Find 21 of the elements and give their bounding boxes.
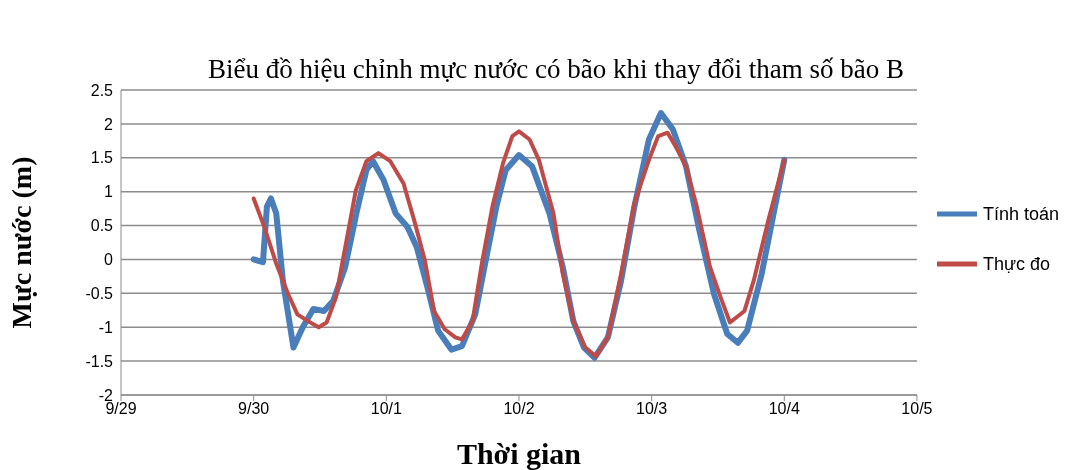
y-tick-label: -0.5 (85, 285, 114, 303)
legend-label: Thực đo (982, 253, 1051, 276)
x-axis-title: Thời gian (456, 437, 582, 470)
y-axis-title: Mực nước (m) (5, 156, 37, 329)
x-tick-label: 10/5 (901, 400, 933, 418)
chart-title: Biểu đồ hiệu chỉnh mực nước có bão khi thay đổi tham số bão B (208, 54, 904, 84)
legend-label: Tính toán (982, 203, 1059, 226)
y-tick-label: 0.5 (90, 217, 114, 235)
x-tick-label: 10/3 (636, 400, 668, 418)
y-tick-label: 0 (104, 251, 114, 269)
y-tick-label: 1.5 (90, 149, 114, 167)
y-tick-label: 2 (104, 115, 114, 133)
x-tick-label: 10/4 (768, 400, 800, 418)
x-tick-label: 10/2 (503, 400, 535, 418)
y-tick-label: 1 (104, 183, 114, 201)
y-tick-label: -1 (98, 318, 114, 336)
y-tick-label: 2.5 (90, 81, 114, 99)
y-tick-label: -1.5 (85, 352, 114, 370)
x-tick-label: 9/29 (105, 400, 137, 418)
x-tick-label: 10/1 (370, 400, 402, 418)
x-tick-label: 9/30 (238, 400, 270, 418)
